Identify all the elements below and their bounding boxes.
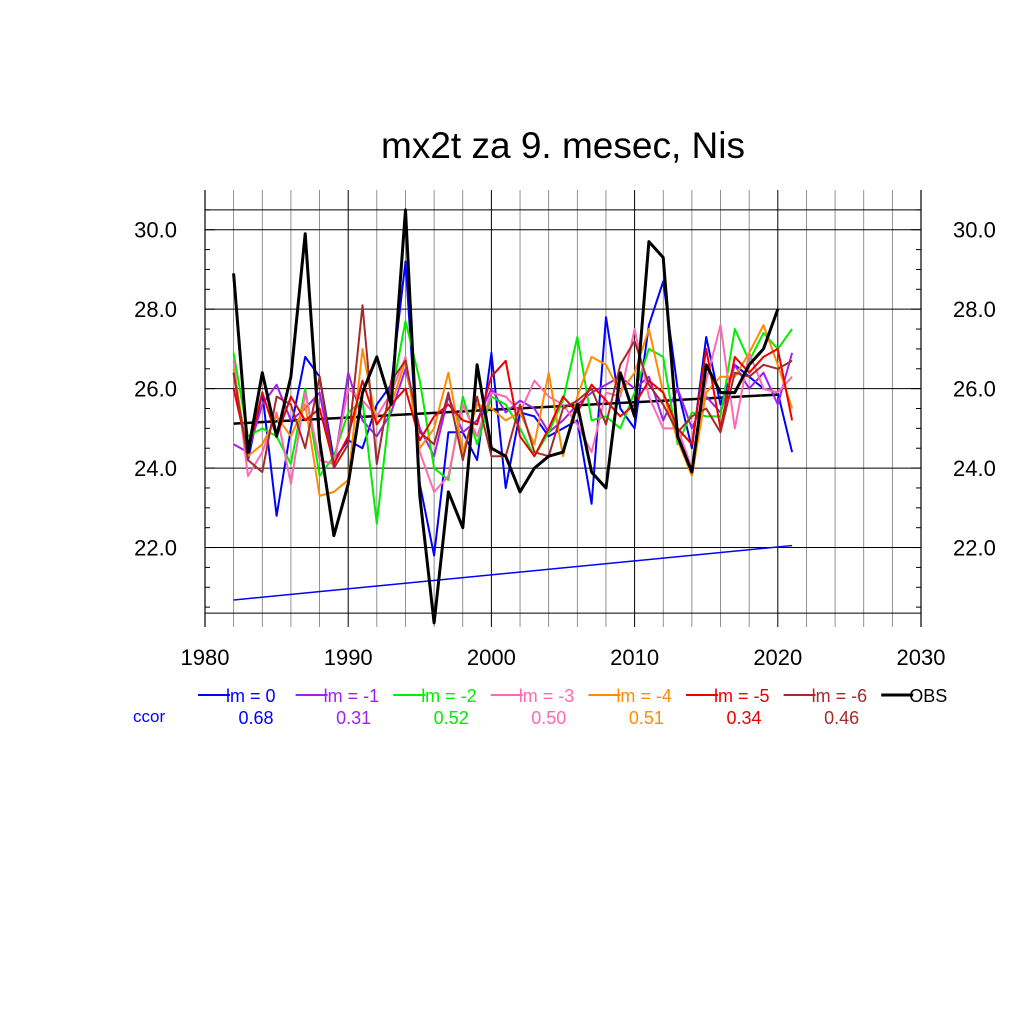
ccor-value-3: 0.50 xyxy=(531,708,566,728)
y-tick-label-right: 28.0 xyxy=(953,297,996,322)
legend-label-3: lm = -3 xyxy=(519,686,575,706)
legend-label-7: OBS xyxy=(909,686,947,706)
ccor-value-5: 0.34 xyxy=(726,708,761,728)
x-tick-label: 2030 xyxy=(897,645,946,670)
x-tick-label: 2020 xyxy=(753,645,802,670)
ccor-value-4: 0.51 xyxy=(629,708,664,728)
y-tick-label-left: 24.0 xyxy=(134,456,177,481)
axes: 22.0 22.0 24.0 24.0 26.0 26.0 28.0 28.0 30.0 30.0… xyxy=(134,190,996,670)
x-tick-label: 1990 xyxy=(324,645,373,670)
y-tick-label-right: 22.0 xyxy=(953,536,996,561)
series-line-7 xyxy=(232,208,780,625)
legend-label-5: lm = -5 xyxy=(714,686,770,706)
legend-label-0: lm = 0 xyxy=(226,686,276,706)
y-tick-label-left: 22.0 xyxy=(134,536,177,561)
series-lines xyxy=(232,208,794,625)
y-tick-label-left: 30.0 xyxy=(134,218,177,243)
x-tick-label: 2000 xyxy=(467,645,516,670)
ccor-value-0: 0.68 xyxy=(238,708,273,728)
legend-label-4: lm = -4 xyxy=(616,686,672,706)
ccor-value-6: 0.46 xyxy=(824,708,859,728)
series-line-5 xyxy=(232,347,794,466)
trend-line-0 xyxy=(233,544,793,601)
ccor-value-2: 0.52 xyxy=(434,708,469,728)
x-tick-label: 1980 xyxy=(181,645,230,670)
legend-label-6: lm = -6 xyxy=(812,686,868,706)
ccor-label: ccor xyxy=(133,707,165,726)
legend-label-1: lm = -1 xyxy=(324,686,380,706)
y-tick-label-right: 26.0 xyxy=(953,377,996,402)
y-tick-label-right: 24.0 xyxy=(953,456,996,481)
y-tick-label-left: 26.0 xyxy=(134,377,177,402)
ccor-value-1: 0.31 xyxy=(336,708,371,728)
chart-title: mx2t za 9. mesec, Nis xyxy=(381,125,745,166)
legend-label-2: lm = -2 xyxy=(421,686,477,706)
y-tick-label-left: 28.0 xyxy=(134,297,177,322)
x-tick-label: 2010 xyxy=(610,645,659,670)
y-tick-label-right: 30.0 xyxy=(953,218,996,243)
